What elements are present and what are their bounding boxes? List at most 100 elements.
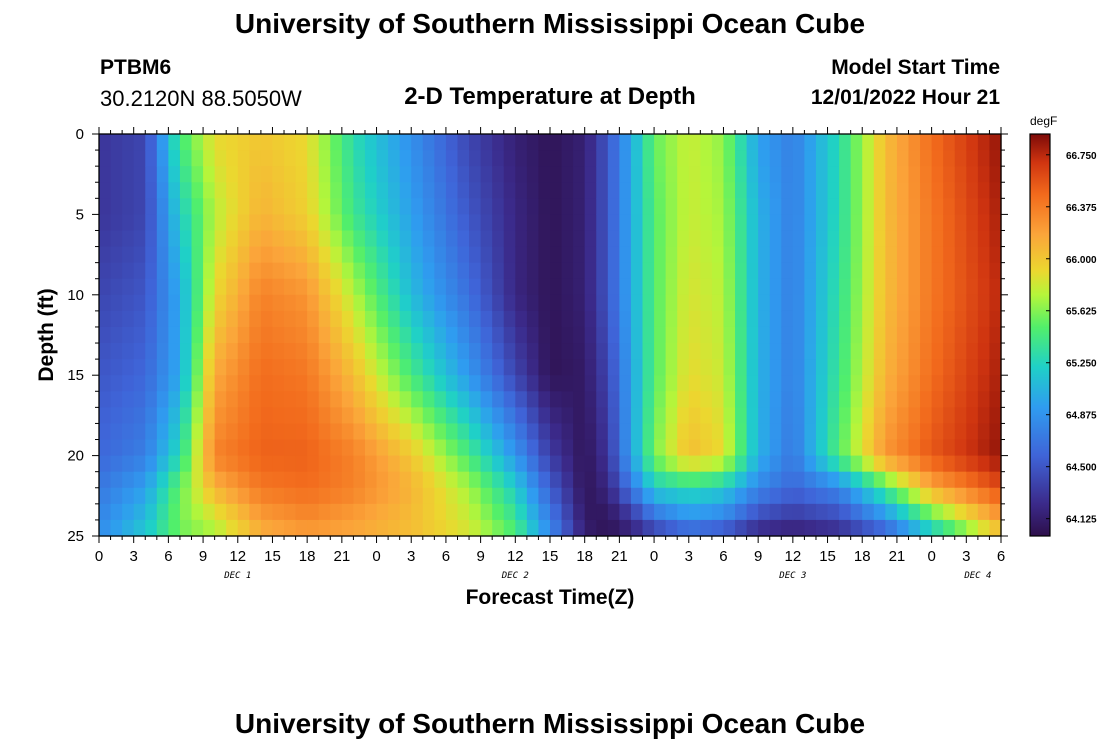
heatmap-cell [573, 230, 586, 248]
heatmap-cell [318, 375, 331, 392]
heatmap-cell [214, 262, 227, 280]
heatmap-cell [503, 294, 516, 312]
heatmap-cell [873, 134, 886, 151]
heatmap-cell [700, 359, 713, 376]
heatmap-cell [538, 407, 551, 425]
heatmap-cell [411, 343, 424, 360]
heatmap-cell [272, 375, 285, 392]
heatmap-cell [260, 391, 274, 408]
heatmap-cell [110, 519, 123, 537]
heatmap-cell [630, 150, 644, 167]
heatmap-cell [330, 134, 343, 151]
heatmap-cell [954, 166, 967, 183]
heatmap-cell [399, 230, 412, 248]
heatmap-cell [480, 166, 493, 183]
heatmap-cell [735, 375, 748, 392]
heatmap-cell [746, 439, 759, 457]
heatmap-cell [145, 278, 158, 296]
heatmap-cell [469, 423, 482, 441]
heatmap-cell [179, 455, 193, 473]
heatmap-cell [110, 439, 123, 457]
heatmap-cell [399, 166, 412, 183]
heatmap-cell [781, 375, 794, 392]
heatmap-cell [364, 519, 378, 537]
heatmap-cell [815, 455, 829, 473]
heatmap-cell [550, 423, 563, 441]
heatmap-cell [341, 487, 355, 505]
heatmap-cell [758, 519, 771, 537]
heatmap-cell [503, 343, 516, 360]
heatmap-cell [573, 166, 586, 183]
heatmap-cell [943, 166, 956, 183]
heatmap-cell [249, 423, 262, 441]
heatmap-cell [260, 134, 274, 151]
heatmap-cell [168, 150, 181, 167]
heatmap-cell [515, 150, 528, 167]
heatmap-cell [827, 519, 840, 537]
heatmap-cell [688, 214, 701, 232]
heatmap-cell [839, 326, 852, 344]
heatmap-cell [364, 230, 378, 248]
heatmap-cell [388, 487, 401, 505]
colorbar-unit: degF [1030, 114, 1057, 128]
heatmap-cell [538, 439, 551, 457]
heatmap-cell [630, 391, 644, 408]
heatmap-cell [457, 246, 470, 264]
heatmap-cell [966, 134, 979, 151]
heatmap-cell [318, 326, 331, 344]
heatmap-cell [781, 150, 794, 167]
heatmap-cell [873, 471, 886, 489]
y-tick-label: 10 [67, 287, 84, 304]
heatmap-cell [596, 455, 609, 473]
heatmap-cell [561, 182, 574, 199]
heatmap-cell [619, 134, 632, 151]
heatmap-cell [723, 375, 736, 392]
heatmap-cell [364, 359, 378, 376]
heatmap-cell [399, 391, 412, 408]
heatmap-cell [792, 487, 806, 505]
heatmap-cell [480, 455, 493, 473]
heatmap-cell [318, 423, 331, 441]
heatmap-cell [550, 278, 563, 296]
heatmap-cell [99, 343, 112, 360]
heatmap-cell [607, 198, 620, 215]
heatmap-cell [769, 278, 782, 296]
heatmap-cell [561, 343, 574, 360]
heatmap-cell [839, 391, 852, 408]
heatmap-cell [954, 198, 967, 215]
heatmap-cell [353, 375, 366, 392]
heatmap-cell [792, 214, 806, 232]
heatmap-cell [388, 439, 401, 457]
heatmap-cell [596, 519, 609, 537]
heatmap-cell [203, 310, 216, 328]
heatmap-cell [792, 391, 806, 408]
heatmap-cell [630, 310, 644, 328]
heatmap-cell [804, 294, 817, 312]
heatmap-cell [827, 375, 840, 392]
heatmap-cell [596, 391, 609, 408]
heatmap-cell [746, 391, 759, 408]
heatmap-cell [399, 150, 412, 167]
heatmap-cell [931, 519, 944, 537]
heatmap-cell [908, 246, 921, 264]
heatmap-cell [272, 439, 285, 457]
heatmap-cell [168, 326, 181, 344]
heatmap-cell [388, 471, 401, 489]
heatmap-cell [665, 246, 678, 264]
heatmap-cell [156, 230, 169, 248]
heatmap-cell [492, 134, 505, 151]
heatmap-cell [781, 198, 794, 215]
heatmap-cell [191, 343, 204, 360]
heatmap-cell [769, 230, 782, 248]
heatmap-cell [422, 246, 435, 264]
heatmap-cell [758, 310, 771, 328]
heatmap-cell [179, 407, 193, 425]
heatmap-cell [862, 278, 875, 296]
heatmap-cell [272, 519, 285, 537]
heatmap-cell [341, 439, 355, 457]
heatmap-cell [619, 278, 632, 296]
heatmap-cell [920, 343, 933, 360]
heatmap-cell [411, 198, 424, 215]
heatmap-cell [445, 182, 459, 199]
heatmap-cell [260, 278, 274, 296]
